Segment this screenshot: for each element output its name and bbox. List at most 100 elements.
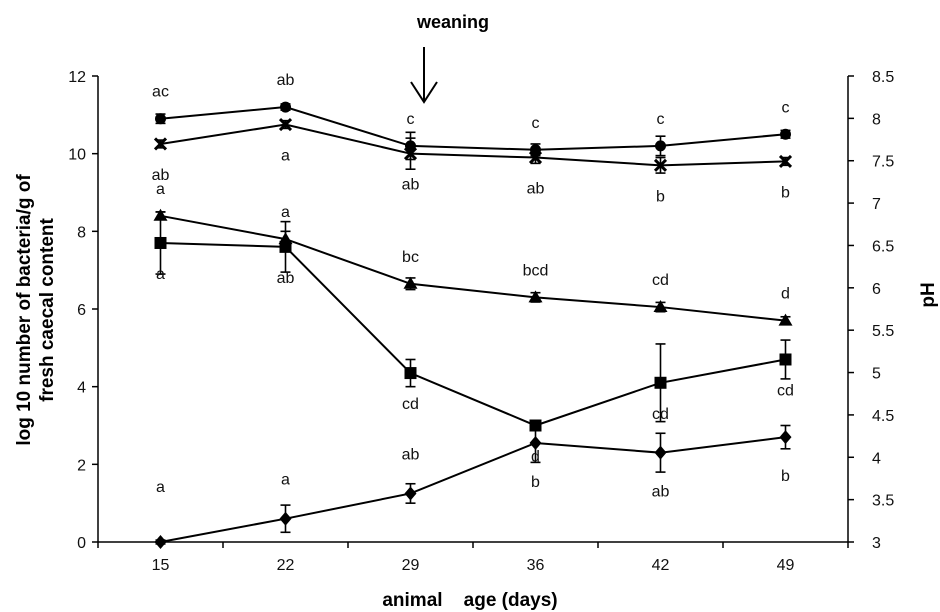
y-axis-title-line-1: log 10 number of bacteria/g of (14, 174, 35, 446)
y2-tick-label: 4.5 (872, 408, 894, 425)
y-tick-label: 10 (68, 147, 86, 164)
data-point-diamond (154, 535, 167, 549)
data-point-triangle (778, 313, 793, 326)
series-line (160, 106, 786, 151)
data-point-diamond (654, 445, 667, 460)
y2-axis-title: pH (918, 282, 939, 307)
significance-letter: bc (402, 249, 419, 266)
data-point-square (779, 353, 792, 366)
significance-letter: cd (777, 382, 794, 399)
data-point-circle (655, 140, 666, 152)
x-tick-label: 22 (277, 557, 295, 574)
data-point-x (528, 150, 543, 165)
data-point-circle (280, 101, 291, 113)
significance-letter: d (781, 286, 790, 303)
significance-letter: b (781, 184, 790, 201)
y-tick-label: 8 (77, 224, 86, 241)
data-point-triangle (403, 276, 418, 289)
y-axis-title-line-2: fresh caecal content (37, 217, 58, 401)
y2-tick-label: 5.5 (872, 323, 894, 340)
significance-letter: bcd (523, 262, 549, 279)
weaning-arrow-icon (410, 47, 438, 104)
series-x (153, 117, 793, 174)
x-stroke (653, 158, 668, 172)
significance-letter: d (531, 449, 540, 466)
significance-letter: c (782, 99, 790, 116)
y2-axis-title-text: pH (918, 282, 939, 307)
significance-letter: c (532, 115, 540, 132)
significance-letter: ab (277, 270, 295, 287)
y-tick-label: 6 (77, 302, 86, 319)
data-point-x (653, 158, 668, 172)
series-diamond (154, 422, 792, 549)
y2-tick-label: 6 (872, 281, 881, 298)
x-axis-title: animal age (days) (382, 590, 557, 611)
series-line (160, 241, 786, 427)
data-point-square (404, 367, 417, 380)
x-stroke (278, 117, 293, 132)
series-square (154, 211, 792, 432)
data-point-triangle (653, 300, 668, 313)
significance-letter: b (781, 468, 790, 485)
y-tick-label: 2 (77, 457, 86, 474)
data-point-circle (155, 113, 166, 125)
significance-letter: a (156, 181, 165, 198)
y2-tick-label: 8 (872, 111, 881, 128)
data-point-x (153, 137, 168, 151)
x-tick-label: 15 (152, 557, 170, 574)
y2-tick-label: 8.5 (872, 69, 894, 86)
data-point-circle (780, 128, 791, 140)
series-line (160, 214, 786, 322)
x-tick-label: 49 (777, 557, 795, 574)
x-stroke (528, 150, 543, 165)
series-circle (155, 101, 791, 161)
significance-letter: c (407, 111, 415, 128)
y-tick-label: 4 (77, 380, 86, 397)
significance-letter: ab (652, 484, 670, 501)
data-point-x (278, 117, 293, 132)
y-tick-label: 12 (68, 69, 86, 86)
data-point-x (403, 147, 418, 161)
significance-letter: a (281, 204, 290, 221)
series-line (160, 436, 786, 543)
significance-letter: a (156, 266, 165, 283)
y2-tick-label: 7 (872, 196, 881, 213)
significance-letter: a (156, 479, 165, 496)
data-point-circle (530, 144, 541, 156)
significance-letter: cd (402, 396, 419, 413)
data-point-square (154, 236, 167, 249)
x-stroke (778, 154, 793, 168)
series-triangle (153, 208, 793, 326)
weaning-marker: weaning (410, 12, 489, 104)
data-point-square (654, 376, 667, 389)
significance-letter: b (531, 474, 540, 491)
y2-tick-label: 6.5 (872, 238, 894, 255)
data-point-triangle (528, 290, 543, 303)
significance-letter: c (657, 111, 665, 128)
significance-letter: ab (527, 181, 545, 198)
significance-letter: a (281, 472, 290, 489)
y-axis-title: log 10 number of bacteria/g of fresh cae… (14, 174, 58, 446)
y2-tick-label: 5 (872, 366, 881, 383)
y-tick-label: 0 (77, 535, 86, 552)
significance-letter: ab (152, 167, 170, 184)
x-tick-label: 36 (527, 557, 545, 574)
significance-letter: ac (152, 84, 169, 101)
data-point-x (778, 154, 793, 168)
series-layer (153, 101, 793, 549)
data-point-square (279, 240, 292, 253)
data-point-diamond (404, 486, 417, 501)
significance-letter: ab (402, 446, 420, 463)
y2-tick-label: 7.5 (872, 154, 894, 171)
weaning-label: weaning (416, 12, 489, 32)
x-tick-label: 29 (402, 557, 420, 574)
x-stroke (403, 147, 418, 161)
significance-letter: b (656, 188, 665, 205)
x-stroke (153, 137, 168, 151)
data-point-diamond (279, 511, 292, 526)
x-tick-label: 42 (652, 557, 670, 574)
data-point-diamond (529, 435, 542, 450)
significance-letter: a (281, 148, 290, 165)
